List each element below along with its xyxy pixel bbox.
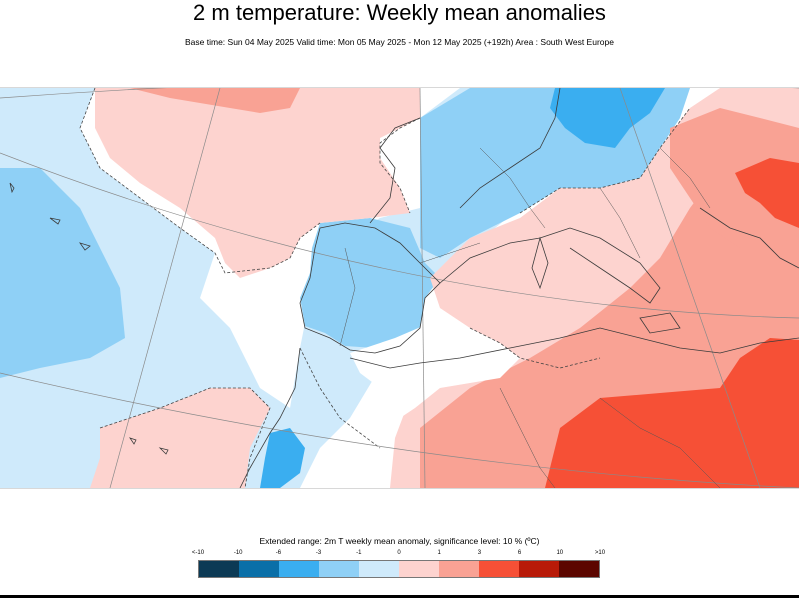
graticule-lat-2 [0,372,799,488]
border-france-spain [419,242,481,264]
anomaly-map [0,87,799,489]
map-svg [0,88,799,488]
border-spain-portugal [339,247,356,347]
coastline-azores [9,182,91,251]
legend-tick-label: -10 [233,550,243,556]
graticule [0,88,799,488]
graticule-lon-2 [419,88,426,488]
coastline-morocco-atlantic [239,347,301,488]
significance-contours [79,88,691,488]
graticule-lat-3 [0,88,799,99]
legend-swatch [239,561,279,577]
legend-tick-label: 6 [517,550,522,556]
significance-contour-med [469,327,601,369]
border-france-germany [479,147,546,229]
coastline-france-atlantic [369,117,421,224]
coastline-sicily [639,312,681,334]
legend-swatch [559,561,599,577]
legend-tick-label: 10 [556,550,564,556]
page-title: 2 m temperature: Weekly mean anomalies [193,0,606,25]
legend-title: Extended range: 2m T weekly mean anomaly… [259,536,540,546]
significance-contour-central [379,117,421,214]
legend-tick-label: 3 [477,550,482,556]
border-italy-alps [599,187,641,259]
legend-swatch [199,561,239,577]
coastline-italy [539,227,661,304]
germany-mid-blue-region [550,88,665,148]
legend-swatch [439,561,479,577]
coastline-france-med [439,237,541,284]
significance-contour-alps [519,107,691,214]
legend-ticks: <-10 -10 -6 -3 -1 0 1 3 6 10 >10 [192,550,605,560]
legend-tick-label: 1 [437,550,441,556]
country-borders [339,147,721,488]
legend-swatch [519,561,559,577]
graticule-lon-3 [619,88,761,488]
france-pink-region [95,88,420,278]
border-balkans [659,147,711,209]
significance-contour-france [79,88,321,274]
iberia-blue-region [300,218,440,348]
coastline-corsica-sardinia [531,236,549,290]
border-libya [599,397,721,488]
france-salmon-region [130,88,300,113]
coastline-canaries [129,437,169,455]
legend-swatch [399,561,439,577]
border-algeria-tunisia [499,387,556,488]
coastline-north-africa [349,327,799,369]
mediterranean-white-region [350,323,520,418]
atlantic-southern-pink-region [90,388,270,488]
significance-contour-gibraltar [299,347,381,449]
legend-tick-label: <-10 [191,550,205,556]
morocco-mid-blue-region [260,428,305,488]
coastline-greece [699,207,799,269]
coastlines [9,88,799,488]
atlantic-blue-region [0,168,125,378]
legend-swatch [359,561,399,577]
page-subtitle: Base time: Sun 04 May 2025 Valid time: M… [185,37,614,47]
legend-colorbar [198,560,600,578]
legend-tick-label: -3 [315,550,322,556]
legend-swatch [479,561,519,577]
legend-tick-label: 0 [397,550,401,556]
graticule-lat-1 [0,152,799,319]
balkans-salmon-region [670,108,799,258]
sahara-red-region [545,338,799,488]
legend-tick-label: -1 [356,550,362,556]
footer-rule [0,595,799,598]
greece-red-region [735,158,799,228]
legend-tick-label: >10 [594,550,606,556]
legend-swatch [279,561,319,577]
coastline-north-sea [459,88,561,209]
legend-swatch [319,561,359,577]
coastline-iberia [299,222,441,354]
legend-tick-label: -6 [275,550,282,556]
significance-contour-atlantic-south [99,387,271,488]
graticule-lon-1 [109,88,221,488]
